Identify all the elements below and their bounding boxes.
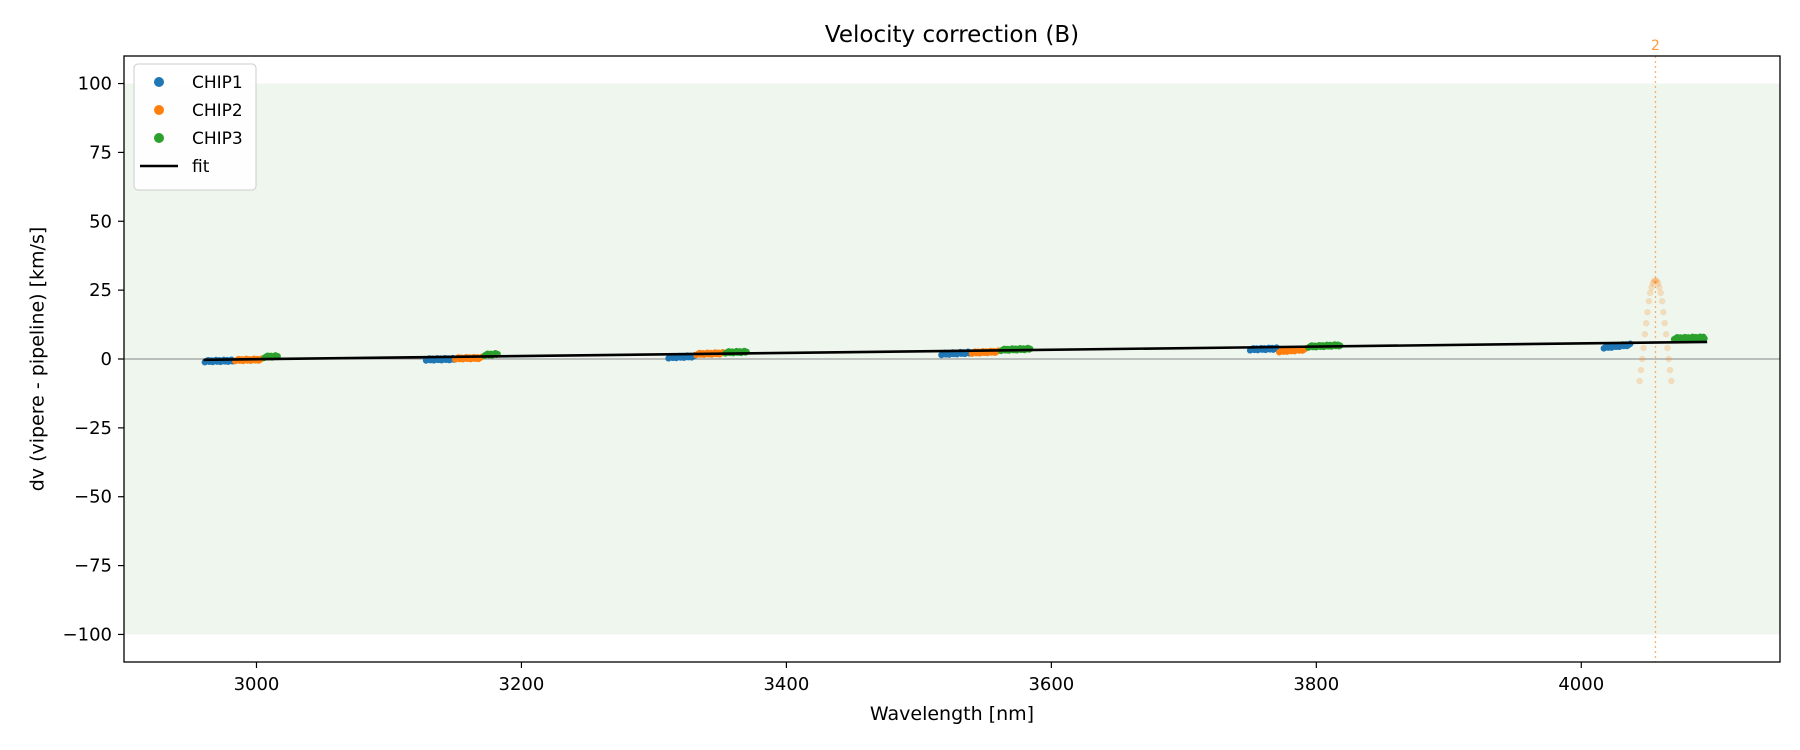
x-tick-label: 3800: [1293, 674, 1339, 695]
marker-line-group: 2: [1651, 38, 1660, 662]
legend-label: CHIP3: [192, 129, 243, 149]
fit-line: [203, 340, 1708, 362]
legend: CHIP1 CHIP2 CHIP3 fit: [133, 63, 257, 191]
outlier-point: [1645, 297, 1653, 305]
legend-swatch-chip2: [154, 105, 164, 115]
outlier-point: [1657, 289, 1664, 297]
outlier-point: [1642, 319, 1650, 327]
x-tick-label: 3400: [763, 674, 809, 695]
point-cluster: [1246, 344, 1280, 354]
outlier-point: [1656, 284, 1663, 291]
y-tick-label: 25: [89, 280, 112, 301]
outlier-point: [1650, 277, 1658, 285]
y-axis: −100 −75 −50 −25 0 25 50 75 100: [63, 74, 124, 645]
outlier-point: [1648, 284, 1655, 291]
y-tick-label: 75: [89, 142, 112, 163]
outlier-point: [1654, 280, 1662, 287]
legend-label: fit: [192, 157, 210, 177]
plot-area: [124, 83, 1780, 635]
y-tick-label: 0: [101, 349, 112, 370]
x-axis: 3000 3200 3400 3600 3800 4000: [234, 662, 1604, 695]
y-tick-label: −50: [74, 487, 112, 508]
y-tick-label: −25: [74, 418, 112, 439]
outlier-point: [1665, 355, 1672, 363]
x-tick-label: 3000: [234, 674, 280, 695]
outlier-point: [1660, 308, 1667, 316]
outlier-point: [1652, 277, 1659, 284]
legend-label: CHIP2: [192, 101, 243, 121]
outlier-point: [1639, 355, 1646, 363]
marker-label: 2: [1651, 38, 1660, 54]
legend-swatch-chip3: [154, 133, 164, 143]
x-tick-label: 3200: [499, 674, 545, 695]
y-tick-label: 50: [89, 211, 112, 232]
outlier-point: [1658, 297, 1666, 305]
outlier-point: [1636, 377, 1643, 385]
legend-box: [133, 63, 257, 191]
outlier-point: [1641, 331, 1649, 338]
x-tick-label: 4000: [1558, 674, 1604, 695]
y-tick-label: −75: [74, 556, 112, 577]
outlier-point: [1661, 319, 1668, 327]
x-axis-label: Wavelength [nm]: [870, 703, 1034, 725]
outlier-point: [1646, 289, 1654, 297]
point-cluster: [968, 347, 1002, 357]
point-cluster: [452, 353, 485, 363]
outlier-point: [1644, 308, 1651, 316]
outlier-points: [1636, 277, 1675, 385]
y-tick-label: 100: [78, 74, 112, 95]
x-tick-label: 3600: [1028, 674, 1074, 695]
outlier-point: [1653, 277, 1660, 285]
outlier-point: [1666, 366, 1674, 374]
outlier-point: [1668, 377, 1675, 385]
data-point: [1701, 335, 1708, 342]
y-tick-label: −100: [63, 624, 112, 645]
legend-swatch-chip1: [154, 77, 164, 87]
chart-title: Velocity correction (B): [825, 22, 1079, 48]
outlier-point: [1662, 331, 1670, 338]
point-cluster: [1670, 333, 1708, 343]
outlier-point: [1640, 344, 1647, 352]
outlier-point: [1637, 366, 1645, 374]
legend-label: CHIP1: [192, 73, 243, 93]
y-axis-label: dv (vipere - pipeline) [km/s]: [27, 227, 49, 492]
outlier-point: [1664, 344, 1671, 352]
outlier-point: [1649, 280, 1657, 287]
